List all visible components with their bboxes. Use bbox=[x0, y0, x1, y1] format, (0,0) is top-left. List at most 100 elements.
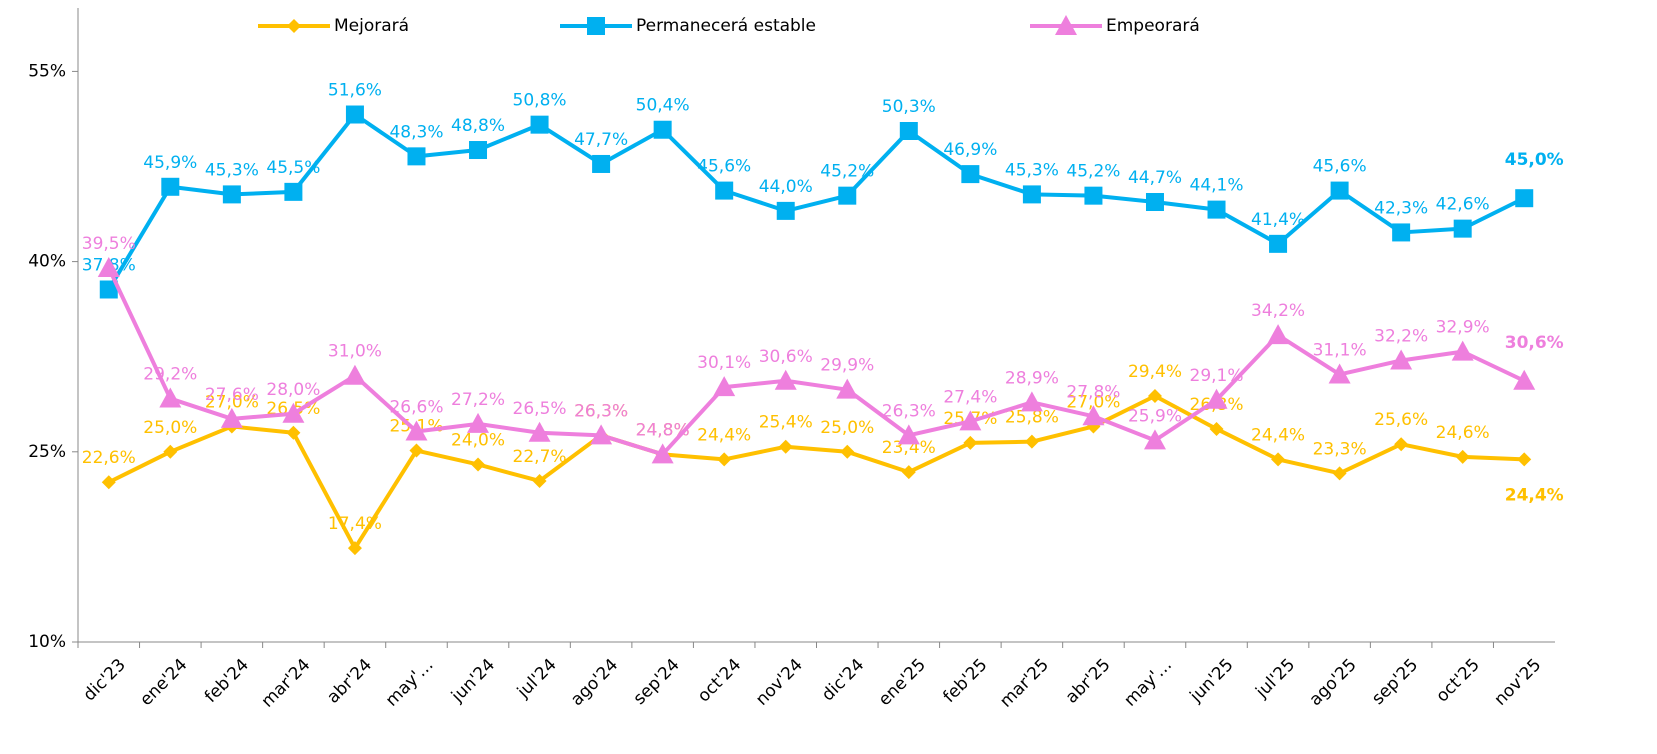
marker bbox=[471, 457, 486, 472]
data-label: 45,5% bbox=[266, 158, 320, 178]
x-tick-label: jun'24 bbox=[447, 655, 499, 707]
marker bbox=[836, 378, 859, 399]
legend-label: Empeorará bbox=[1106, 16, 1200, 36]
marker bbox=[1328, 363, 1351, 384]
marker bbox=[1330, 181, 1349, 200]
x-tick-label: nov'25 bbox=[1490, 655, 1545, 710]
x-tick-label: feb'25 bbox=[939, 655, 991, 707]
data-label: 26,3% bbox=[882, 401, 936, 421]
data-label: 39,5% bbox=[82, 234, 136, 254]
marker bbox=[1394, 437, 1409, 452]
data-label: 45,6% bbox=[1313, 157, 1367, 177]
marker bbox=[1055, 15, 1077, 35]
data-label: 24,0% bbox=[451, 430, 505, 450]
marker bbox=[1205, 388, 1228, 409]
marker bbox=[713, 376, 736, 397]
marker bbox=[528, 421, 551, 442]
marker bbox=[899, 121, 918, 140]
data-label: 44,7% bbox=[1128, 168, 1182, 188]
marker bbox=[901, 465, 916, 480]
marker bbox=[1513, 369, 1536, 390]
marker bbox=[592, 154, 611, 173]
series-line bbox=[107, 112, 1526, 291]
data-label: 47,7% bbox=[574, 130, 628, 150]
marker bbox=[345, 105, 364, 124]
marker bbox=[1143, 429, 1166, 450]
marker bbox=[1269, 234, 1288, 253]
legend-label: Mejorará bbox=[334, 16, 409, 36]
data-label: 42,6% bbox=[1436, 195, 1490, 215]
marker bbox=[1332, 466, 1347, 481]
data-label: 26,6% bbox=[389, 398, 443, 418]
marker bbox=[1267, 324, 1290, 345]
data-label: 30,1% bbox=[697, 353, 751, 373]
x-tick-label: jul'25 bbox=[1251, 655, 1299, 703]
data-label: 45,2% bbox=[820, 162, 874, 182]
marker bbox=[530, 115, 549, 134]
marker bbox=[1207, 200, 1226, 219]
x-tick-label: ene'25 bbox=[875, 655, 930, 710]
marker bbox=[532, 473, 547, 488]
marker bbox=[405, 420, 428, 441]
x-tick-label: sep'24 bbox=[630, 655, 684, 709]
data-label: 50,3% bbox=[882, 97, 936, 117]
data-label: 32,2% bbox=[1374, 327, 1428, 347]
x-tick-label: sep'25 bbox=[1368, 655, 1422, 709]
data-label: 27,4% bbox=[943, 387, 997, 407]
data-label: 50,8% bbox=[513, 91, 567, 111]
marker bbox=[161, 177, 180, 196]
data-label: 24,6% bbox=[1436, 423, 1490, 443]
marker bbox=[1147, 389, 1162, 404]
data-label: 23,3% bbox=[1313, 439, 1367, 459]
marker bbox=[1022, 185, 1041, 204]
marker bbox=[840, 444, 855, 459]
data-label: 29,4% bbox=[1128, 362, 1182, 382]
data-label: 45,3% bbox=[205, 160, 259, 180]
marker bbox=[1455, 449, 1470, 464]
data-label: 17,4% bbox=[328, 514, 382, 534]
marker bbox=[717, 452, 732, 467]
x-tick-label: dic'24 bbox=[818, 655, 868, 705]
marker bbox=[347, 541, 362, 556]
data-label: 45,9% bbox=[143, 153, 197, 173]
marker bbox=[959, 410, 982, 431]
data-label: 22,7% bbox=[513, 447, 567, 467]
x-tick-label: abr'25 bbox=[1062, 655, 1115, 708]
data-label: 23,4% bbox=[882, 438, 936, 458]
data-label: 28,9% bbox=[1005, 368, 1059, 388]
x-tick-label: mar'24 bbox=[258, 655, 315, 712]
marker bbox=[97, 256, 120, 277]
data-label: 25,6% bbox=[1374, 410, 1428, 430]
data-label: 27,0% bbox=[1066, 392, 1120, 412]
y-tick-label: 10% bbox=[28, 632, 66, 652]
x-tick-label: feb'24 bbox=[201, 655, 253, 707]
marker bbox=[587, 17, 605, 35]
x-tick-label: mar'25 bbox=[996, 655, 1053, 712]
data-label: 24,4% bbox=[1251, 425, 1305, 445]
marker bbox=[284, 182, 303, 201]
data-label: 44,0% bbox=[759, 177, 813, 197]
data-label: 42,3% bbox=[1374, 198, 1428, 218]
data-label: 24,4% bbox=[1505, 485, 1564, 505]
marker bbox=[651, 443, 674, 464]
marker bbox=[1024, 434, 1039, 449]
marker bbox=[1145, 193, 1164, 212]
marker bbox=[1271, 452, 1286, 467]
data-label: 30,6% bbox=[1505, 333, 1564, 353]
data-label: 25,4% bbox=[759, 413, 813, 433]
marker bbox=[590, 424, 613, 445]
data-label: 24,4% bbox=[697, 425, 751, 445]
marker bbox=[1517, 452, 1532, 467]
data-label: 27,6% bbox=[205, 385, 259, 405]
data-label: 51,6% bbox=[328, 81, 382, 101]
marker bbox=[774, 369, 797, 390]
data-label: 30,6% bbox=[759, 347, 813, 367]
data-label: 45,0% bbox=[1505, 150, 1564, 170]
data-label: 29,1% bbox=[1190, 366, 1244, 386]
marker bbox=[287, 19, 301, 33]
data-label: 45,3% bbox=[1005, 160, 1059, 180]
marker bbox=[99, 280, 118, 299]
data-label: 45,6% bbox=[697, 157, 751, 177]
marker bbox=[897, 424, 920, 445]
